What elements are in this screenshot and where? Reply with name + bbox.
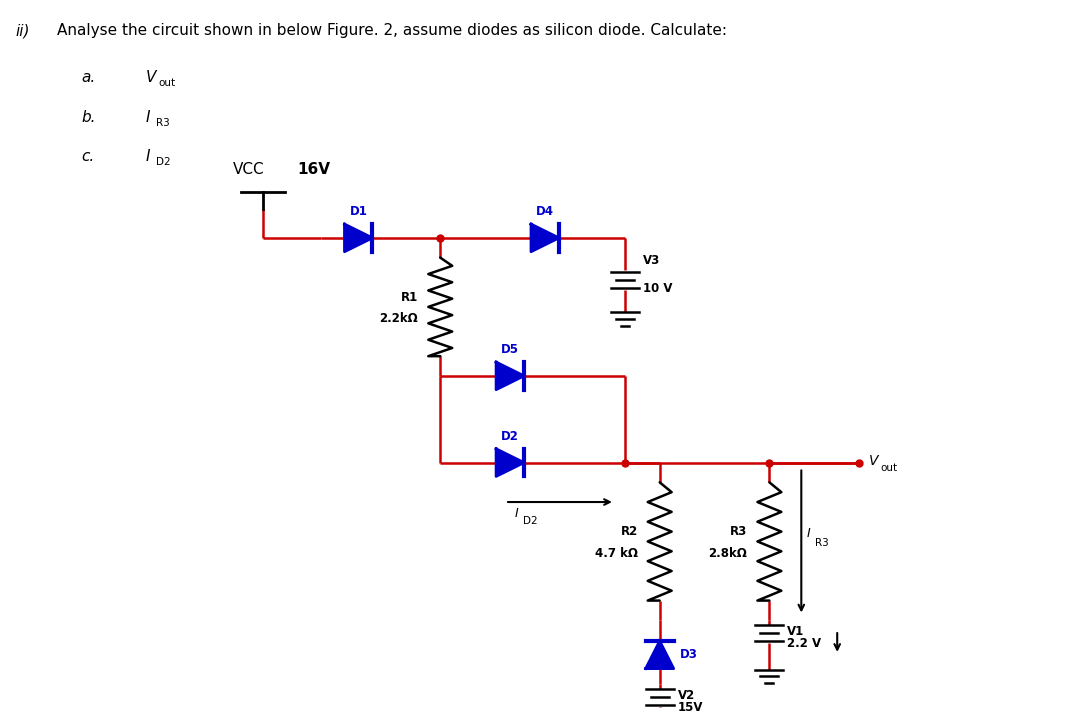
Polygon shape xyxy=(496,362,524,389)
Text: 2.8kΩ: 2.8kΩ xyxy=(709,547,747,560)
Text: R3: R3 xyxy=(730,525,747,538)
Text: R2: R2 xyxy=(621,525,638,538)
Text: out: out xyxy=(158,78,175,88)
Text: R3: R3 xyxy=(816,538,829,549)
Text: Analyse the circuit shown in below Figure. 2, assume diodes as silicon diode. Ca: Analyse the circuit shown in below Figur… xyxy=(57,23,727,38)
Text: D3: D3 xyxy=(680,648,698,661)
Text: I: I xyxy=(146,149,150,164)
Text: 4.7 kΩ: 4.7 kΩ xyxy=(595,547,638,560)
Text: a.: a. xyxy=(81,70,95,85)
Text: 2.2kΩ: 2.2kΩ xyxy=(379,312,418,326)
Text: c.: c. xyxy=(81,149,94,164)
Text: D5: D5 xyxy=(501,343,519,356)
Text: D2: D2 xyxy=(501,430,519,443)
Text: V1: V1 xyxy=(787,625,805,638)
Text: D4: D4 xyxy=(536,205,554,218)
Polygon shape xyxy=(344,224,372,252)
Text: VCC: VCC xyxy=(233,162,265,177)
Polygon shape xyxy=(496,449,524,476)
Text: D2: D2 xyxy=(523,516,538,526)
Text: 10 V: 10 V xyxy=(643,282,672,295)
Text: I: I xyxy=(515,507,519,520)
Text: ii): ii) xyxy=(15,23,30,38)
Text: 16V: 16V xyxy=(298,162,330,177)
Text: V3: V3 xyxy=(643,255,660,267)
Text: D1: D1 xyxy=(349,205,368,218)
Polygon shape xyxy=(645,641,673,668)
Text: 2.2 V: 2.2 V xyxy=(787,637,821,650)
Text: V2: V2 xyxy=(678,689,695,702)
Text: R1: R1 xyxy=(401,290,418,303)
Text: D2: D2 xyxy=(157,157,170,167)
Text: I: I xyxy=(146,110,150,125)
Text: out: out xyxy=(880,462,897,473)
Text: I: I xyxy=(806,527,810,540)
Polygon shape xyxy=(531,224,559,252)
Text: V: V xyxy=(146,70,157,85)
Text: V: V xyxy=(869,454,879,467)
Text: R3: R3 xyxy=(157,118,169,128)
Text: b.: b. xyxy=(81,110,95,125)
Text: 15V: 15V xyxy=(678,701,703,714)
